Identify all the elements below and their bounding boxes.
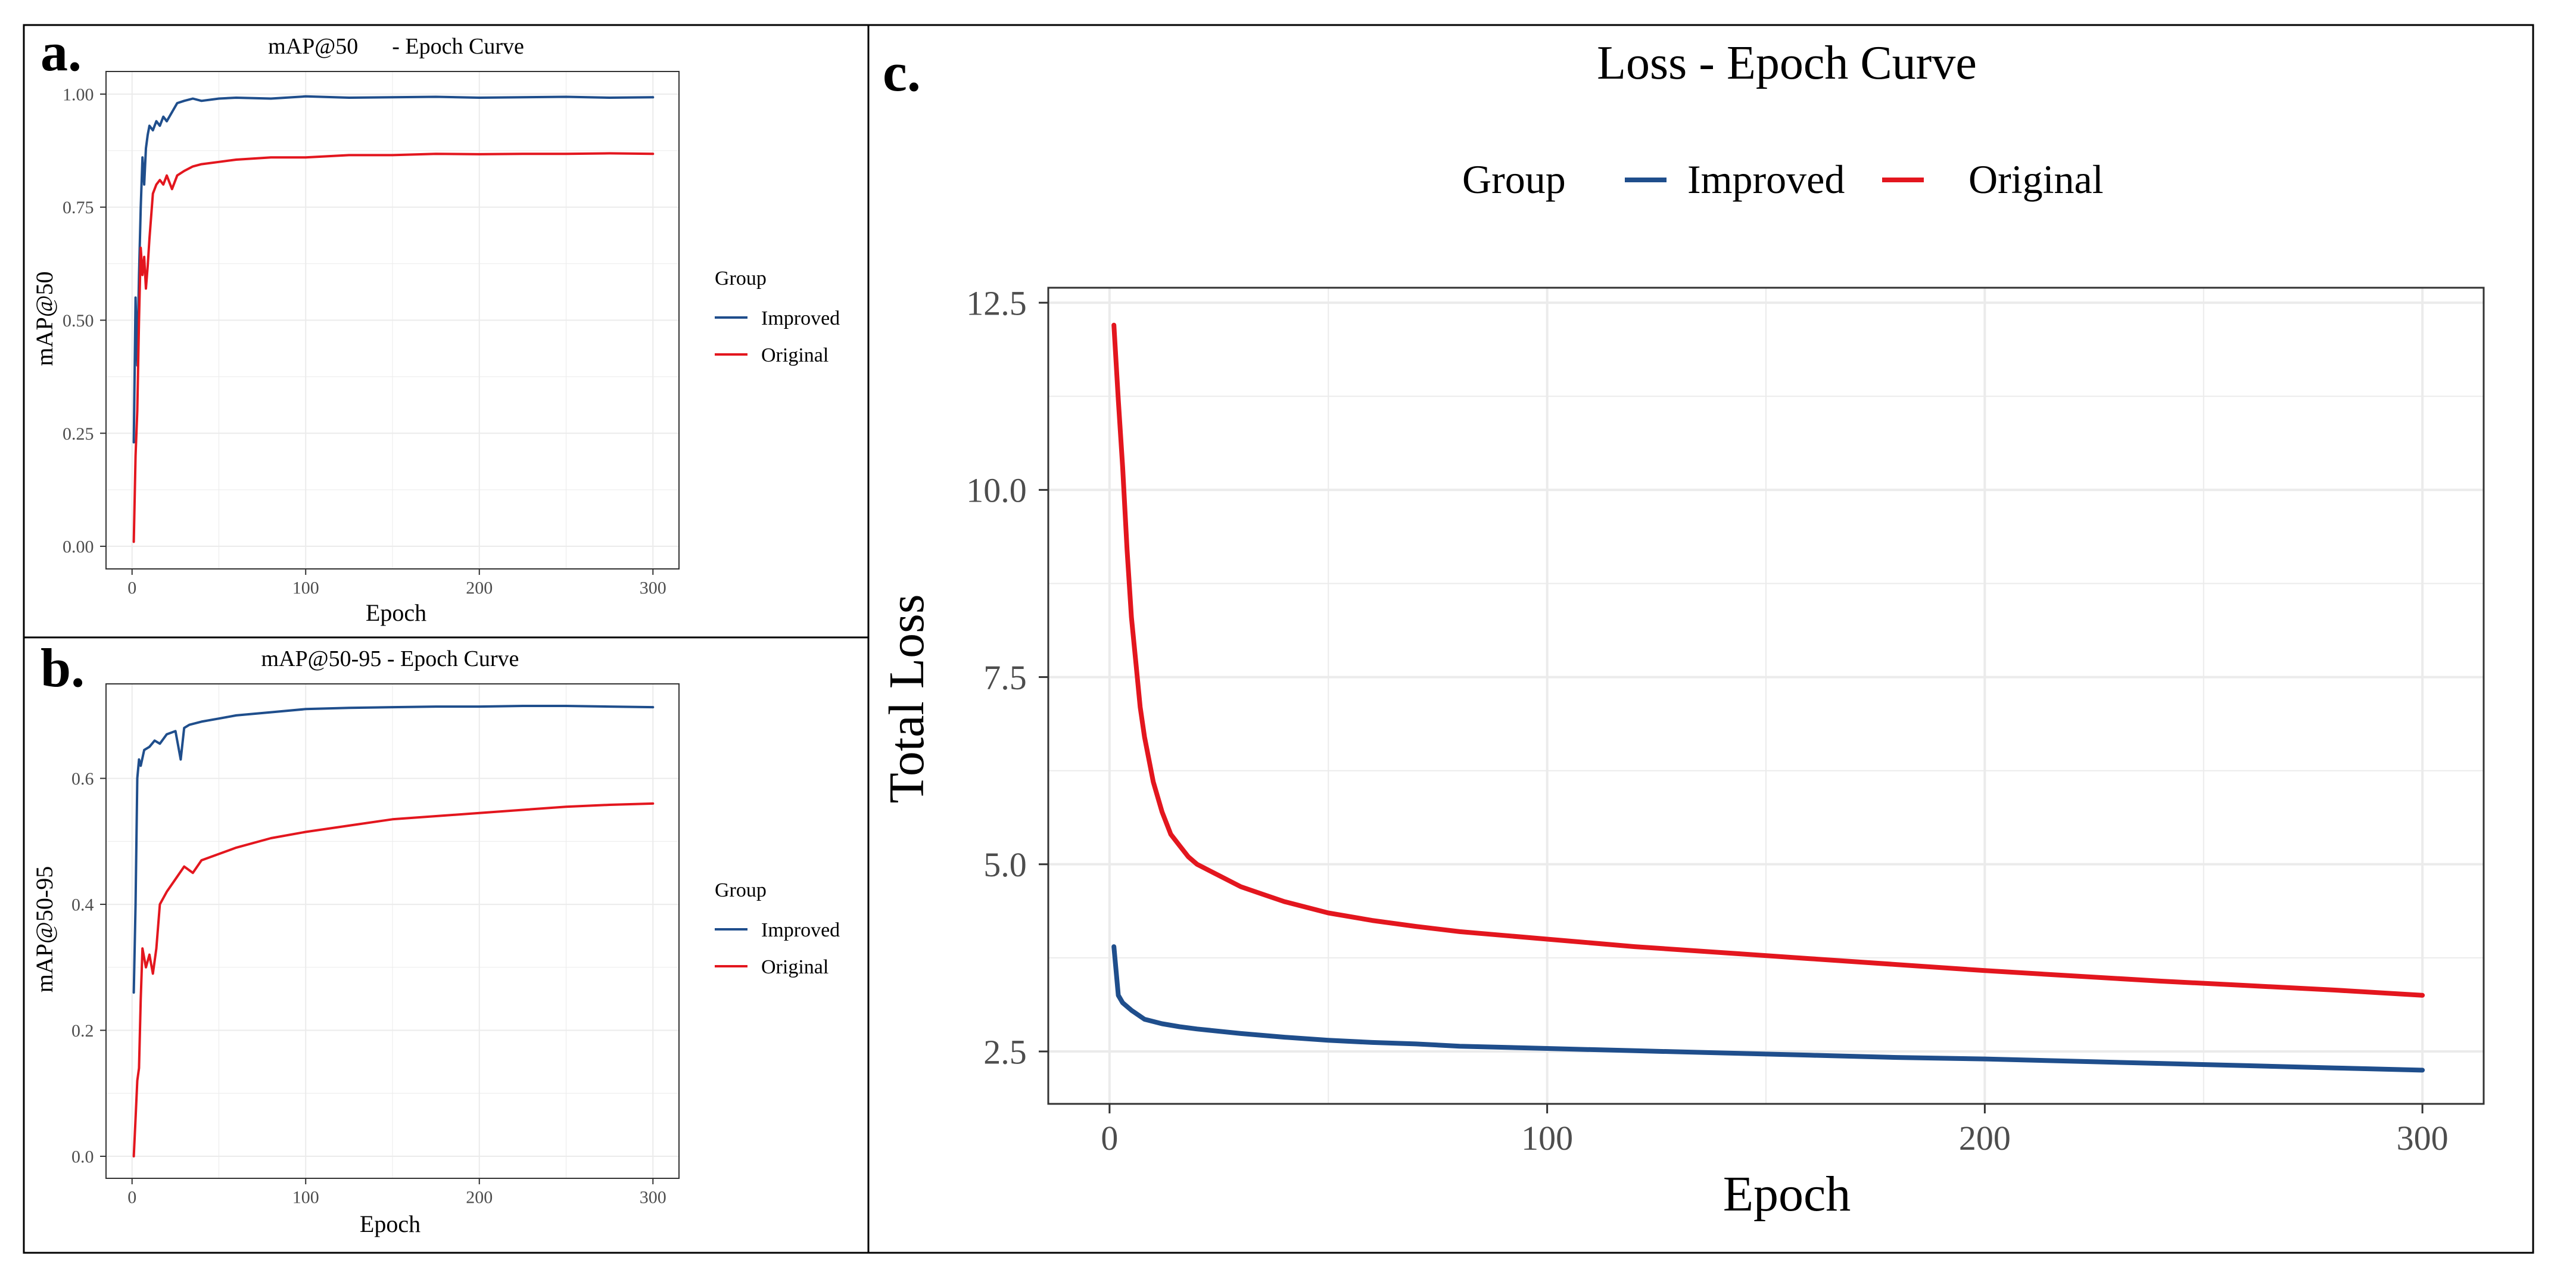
chart-a-xtick-label: 100 bbox=[292, 578, 319, 598]
chart-a-ytick-label: 0.75 bbox=[63, 198, 94, 217]
chart-c-xtick-label: 100 bbox=[1521, 1119, 1573, 1157]
chart-c-xlabel: Epoch bbox=[1723, 1166, 1851, 1222]
chart-a-legend: Group Improved Original bbox=[715, 267, 840, 366]
chart-b-series-line-improved bbox=[132, 705, 655, 994]
chart-b: mAP@50-95 - Epoch Curve 0 100 200 300 0.0 0.2… bbox=[31, 646, 840, 1237]
panel-frames bbox=[23, 24, 2534, 1254]
chart-a-title: mAP@50 - Epoch Curve bbox=[268, 34, 524, 59]
chart-a-ytick-label: 0.00 bbox=[63, 537, 94, 557]
chart-c-ytick-label: 12.5 bbox=[966, 284, 1027, 322]
chart-c-xtick-label: 200 bbox=[1959, 1119, 2011, 1157]
chart-b-legend: Group Improved Original bbox=[715, 879, 840, 978]
chart-b-ytick-label: 0.0 bbox=[71, 1147, 94, 1166]
chart-c-title: Loss - Epoch Curve bbox=[1597, 37, 1977, 89]
chart-b-ytick-label: 0.2 bbox=[71, 1021, 94, 1041]
chart-b-ytick-label: 0.4 bbox=[71, 895, 94, 915]
chart-a-xtick-label: 0 bbox=[127, 578, 136, 598]
chart-c-ytick-label: 7.5 bbox=[983, 658, 1027, 697]
chart-c-xtick-label: 0 bbox=[1101, 1119, 1118, 1157]
chart-b-plot-border bbox=[105, 683, 680, 1179]
chart-a-series-line-original bbox=[132, 152, 655, 543]
chart-c-ytick-label: 5.0 bbox=[983, 845, 1027, 884]
panel-c-label: c. bbox=[883, 42, 921, 102]
panel-a-label: a. bbox=[41, 21, 82, 82]
chart-c-ytick-label: 2.5 bbox=[983, 1032, 1027, 1071]
chart-b-xlabel: Epoch bbox=[360, 1210, 420, 1237]
panel-c-frame bbox=[867, 24, 2534, 1254]
chart-b-xtick-label: 300 bbox=[640, 1188, 666, 1208]
chart-a-legend-label-improved: Improved bbox=[761, 307, 840, 329]
chart-b-title: mAP@50-95 - Epoch Curve bbox=[261, 646, 519, 671]
chart-a-ytick-label: 0.50 bbox=[63, 311, 94, 331]
chart-b-xtick-label: 200 bbox=[466, 1188, 493, 1208]
chart-b-series-line-original bbox=[132, 802, 655, 1157]
chart-a-ytick-label: 1.00 bbox=[63, 85, 94, 104]
chart-c-series-line-improved bbox=[1111, 944, 2425, 1073]
chart-b-ylabel: mAP@50-95 bbox=[31, 866, 58, 992]
chart-c-legend: Group Improved Original bbox=[1462, 157, 2104, 202]
chart-b-xtick-label: 0 bbox=[127, 1188, 136, 1208]
chart-a-series-line-improved bbox=[132, 95, 655, 444]
chart-c: Loss - Epoch Curve Group Improved Origin… bbox=[879, 37, 2485, 1222]
chart-b-xtick-label: 100 bbox=[292, 1188, 319, 1208]
chart-b-legend-label-original: Original bbox=[761, 956, 828, 978]
chart-c-ylabel: Total Loss bbox=[879, 594, 935, 803]
chart-c-ytick-label: 10.0 bbox=[966, 471, 1027, 510]
chart-c-plot: 0 100 200 300 2.5 5.0 7.5 10.0 12.5 bbox=[966, 284, 2485, 1157]
chart-c-xtick-label: 300 bbox=[2397, 1119, 2449, 1157]
chart-a-ytick-label: 0.25 bbox=[63, 424, 94, 444]
chart-c-legend-label-original: Original bbox=[1968, 157, 2104, 202]
chart-a-legend-label-original: Original bbox=[761, 344, 828, 366]
chart-b-plot: 0 100 200 300 0.0 0.2 0.4 0.6 bbox=[71, 683, 680, 1208]
chart-a-xtick-label: 300 bbox=[640, 578, 666, 598]
chart-b-legend-title: Group bbox=[715, 879, 767, 901]
chart-a-xtick-label: 200 bbox=[466, 578, 493, 598]
chart-a-ylabel: mAP@50 bbox=[31, 271, 58, 366]
chart-c-series-line-original bbox=[1111, 322, 2425, 998]
chart-a-legend-title: Group bbox=[715, 267, 767, 290]
chart-a-xlabel: Epoch bbox=[366, 599, 426, 626]
chart-b-ytick-label: 0.6 bbox=[71, 769, 94, 789]
chart-c-legend-label-improved: Improved bbox=[1687, 157, 1845, 202]
chart-a: mAP@50 - Epoch Curve 0 100 200 3000.000.250… bbox=[31, 34, 840, 626]
chart-c-legend-title: Group bbox=[1462, 157, 1566, 202]
chart-a-plot: 0 100 200 300 0.00 0.25 0.50 0.75 1.00 bbox=[63, 71, 680, 598]
chart-c-plot-border bbox=[1047, 287, 2485, 1105]
chart-b-legend-label-improved: Improved bbox=[761, 919, 840, 941]
panel-b-label: b. bbox=[41, 637, 85, 698]
